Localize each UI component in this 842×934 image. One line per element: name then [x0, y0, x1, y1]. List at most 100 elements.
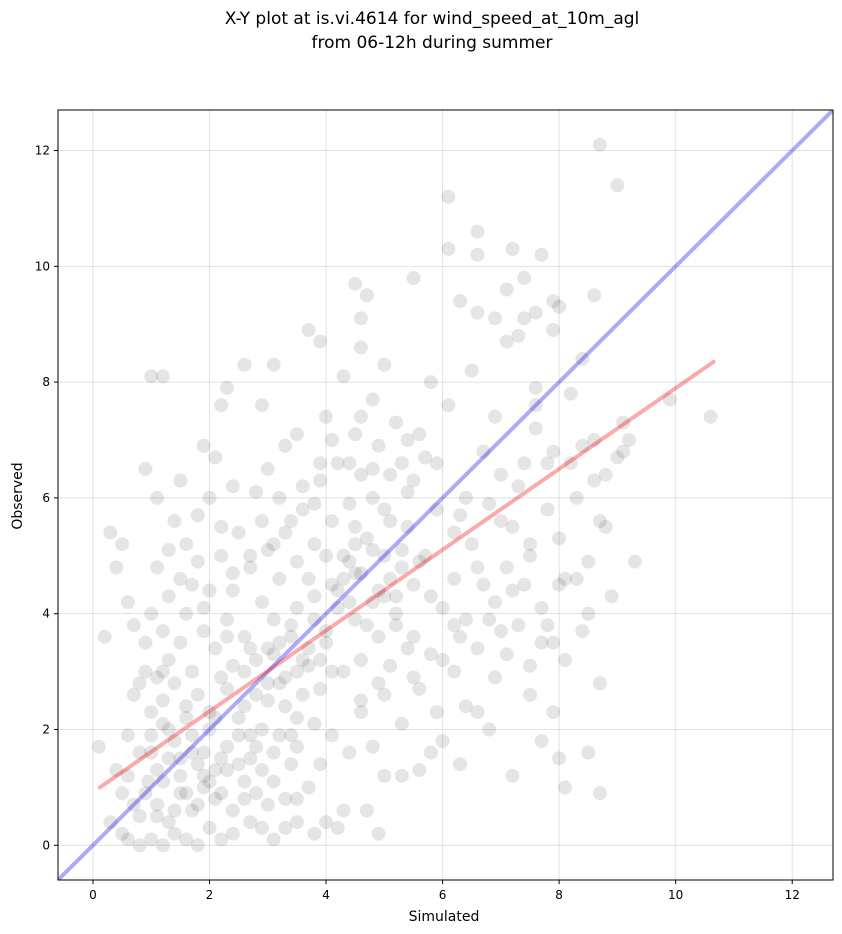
scatter-point — [196, 745, 211, 760]
scatter-point — [237, 629, 252, 644]
scatter-point — [412, 681, 427, 696]
scatter-point — [161, 543, 176, 557]
axes-border — [57, 109, 834, 881]
scatter-point — [138, 635, 153, 650]
scatter-point — [167, 803, 182, 818]
scatter-point — [359, 288, 374, 303]
scatter-point — [109, 560, 124, 575]
y-tick-label: 8 — [42, 375, 50, 389]
scatter-point — [423, 375, 438, 390]
scatter-point — [377, 548, 392, 563]
scatter-point — [482, 612, 497, 627]
scatter-point — [141, 774, 156, 789]
scatter-point — [453, 294, 468, 309]
scatter-point — [208, 763, 223, 777]
scatter-point — [517, 311, 532, 326]
scatter-point — [231, 728, 246, 743]
scatter-point — [284, 728, 299, 743]
x-tick-label: 2 — [206, 888, 214, 902]
scatter-point — [406, 629, 421, 644]
scatter-point — [330, 456, 345, 471]
scatter-point — [278, 820, 293, 835]
scatter-point — [546, 635, 561, 650]
scatter-point — [237, 699, 252, 714]
scatter-point — [470, 224, 485, 239]
scatter-point — [319, 635, 333, 650]
scatter-point — [307, 612, 322, 627]
scatter-point — [202, 490, 217, 505]
scatter-point — [109, 763, 124, 777]
scatter-point — [289, 791, 304, 806]
scatter-point — [260, 543, 275, 557]
scatter-point — [324, 728, 339, 743]
scatter-point — [155, 624, 170, 639]
scatter-point — [330, 820, 345, 835]
fit-lines — [58, 110, 833, 880]
scatter-point — [435, 653, 450, 667]
scatter-point — [488, 311, 502, 326]
scatter-point — [540, 618, 555, 633]
scatter-point — [249, 687, 264, 702]
scatter-point — [301, 323, 316, 337]
scatter-point — [307, 589, 322, 604]
scatter-point — [359, 531, 374, 546]
scatter-point — [319, 409, 333, 424]
regression-line — [97, 359, 716, 790]
scatter-point — [622, 433, 637, 447]
scatter-point — [517, 270, 532, 285]
scatter-point — [243, 728, 258, 743]
scatter-point — [453, 508, 468, 523]
scatter-point — [179, 537, 194, 552]
scatter-point — [278, 438, 293, 453]
scatter-point — [266, 832, 281, 847]
scatter-point — [220, 380, 234, 395]
scatter-point — [377, 687, 392, 702]
scatter-point — [237, 774, 252, 789]
scatter-point — [546, 294, 561, 309]
identity-line — [58, 110, 833, 880]
scatter-point — [354, 705, 368, 720]
scatter-point — [196, 438, 211, 453]
scatter-point — [534, 734, 549, 749]
scatter-point — [284, 514, 299, 529]
scatter-point — [394, 543, 409, 557]
scatter-point — [523, 537, 537, 552]
scatter-point — [365, 739, 380, 754]
scatter-point — [394, 768, 409, 783]
scatter-point — [558, 780, 572, 795]
scatter-point — [120, 595, 135, 610]
scatter-point — [540, 456, 555, 471]
scatter-point — [389, 606, 403, 621]
scatter-point — [383, 658, 398, 673]
scatter-point — [185, 664, 199, 679]
scatter-point — [120, 768, 135, 783]
scatter-point — [214, 519, 229, 534]
scatter-point — [103, 815, 118, 830]
scatter-point — [155, 716, 170, 731]
scatter-point — [155, 838, 170, 853]
scatter-point — [354, 653, 368, 667]
scatter-point — [389, 589, 403, 604]
scatter-point — [249, 739, 264, 754]
grid-lines — [58, 110, 833, 880]
scatter-point — [371, 826, 386, 841]
scatter-point — [610, 450, 625, 465]
scatter-point — [190, 838, 205, 853]
scatter-point — [144, 705, 159, 720]
scatter-point — [354, 566, 368, 581]
scatter-point — [336, 571, 351, 586]
scatter-point — [214, 548, 229, 563]
scatter-point — [179, 606, 194, 621]
scatter-point — [394, 716, 409, 731]
scatter-point — [313, 334, 328, 349]
scatter-point — [138, 461, 153, 476]
scatter-point — [120, 832, 135, 847]
scatter-point — [342, 595, 357, 610]
scatter-point — [313, 456, 328, 471]
scatter-point — [394, 456, 409, 471]
scatter-point — [348, 427, 363, 442]
scatter-point — [91, 739, 106, 754]
scatter-point — [464, 537, 479, 552]
scatter-point — [272, 635, 287, 650]
